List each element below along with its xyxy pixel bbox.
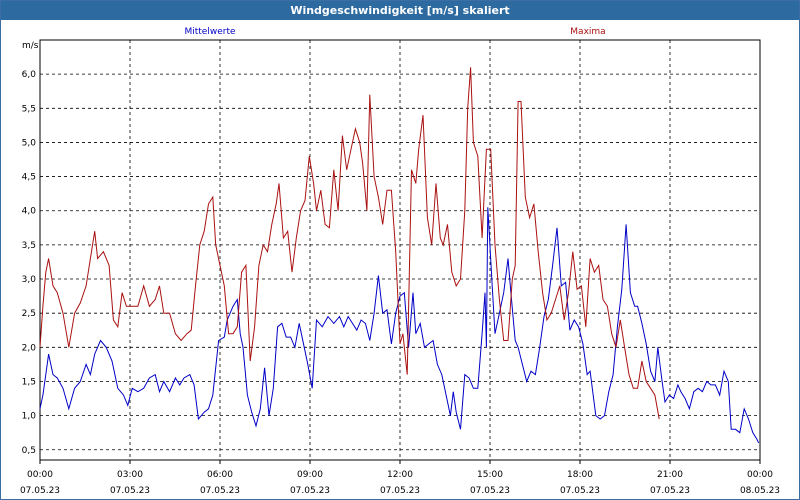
x-tick-date: 08.05.23: [740, 486, 780, 496]
y-tick-label: 1,5: [22, 377, 36, 387]
x-tick-time: 06:00: [207, 470, 233, 480]
y-tick-label: 5,5: [22, 104, 36, 114]
y-tick-label: 6,0: [22, 70, 37, 80]
y-tick-label: 3,5: [22, 241, 36, 251]
x-tick-date: 07.05.23: [290, 486, 330, 496]
y-axis-label: m/s: [22, 41, 39, 51]
y-tick-label: 4,5: [22, 173, 36, 183]
series-lines: [39, 67, 760, 444]
y-tick-label: 1,0: [22, 412, 37, 422]
x-tick-time: 12:00: [387, 470, 413, 480]
legend-mittelwerte: Mittelwerte: [184, 27, 235, 37]
x-tick-date: 07.05.23: [20, 486, 60, 496]
x-tick-time: 15:00: [477, 470, 503, 480]
x-tick-time: 21:00: [657, 470, 683, 480]
x-tick-date: 07.05.23: [560, 486, 600, 496]
y-tick-label: 3,0: [22, 275, 37, 285]
y-tick-label: 0,5: [22, 446, 36, 456]
legend-maxima: Maxima: [570, 27, 605, 37]
y-tick-label: 5,0: [22, 138, 37, 148]
x-tick-time: 18:00: [567, 470, 593, 480]
x-tick-date: 07.05.23: [470, 486, 510, 496]
y-tick-label: 4,0: [22, 207, 37, 217]
x-tick-time: 03:00: [117, 470, 143, 480]
series-line-maxima: [39, 67, 660, 420]
x-tick-time: 00:00: [27, 470, 53, 480]
x-axis: 00:00 07.05.23 03:00 07.05.23 06:00 07.05.23 0…: [20, 460, 780, 496]
y-tick-label: 2,5: [22, 309, 36, 319]
x-tick-time: 00:00: [747, 470, 773, 480]
x-tick-date: 07.05.23: [380, 486, 420, 496]
y-axis: 0,5 1,0 1,5 2,0 2,5 3,0 3,5 4,0 4,5 5,0 5,5 6,0: [22, 70, 37, 456]
series-line-mittelwerte: [39, 207, 760, 444]
x-tick-date: 07.05.23: [110, 486, 150, 496]
grid-lines: [39, 39, 761, 461]
x-tick-time: 09:00: [297, 470, 323, 480]
x-tick-date: 07.05.23: [200, 486, 240, 496]
window-title: Windgeschwindigkeit [m/s] skaliert: [1, 1, 799, 20]
y-tick-label: 2,0: [22, 343, 37, 353]
x-tick-date: 07.05.23: [650, 486, 690, 496]
